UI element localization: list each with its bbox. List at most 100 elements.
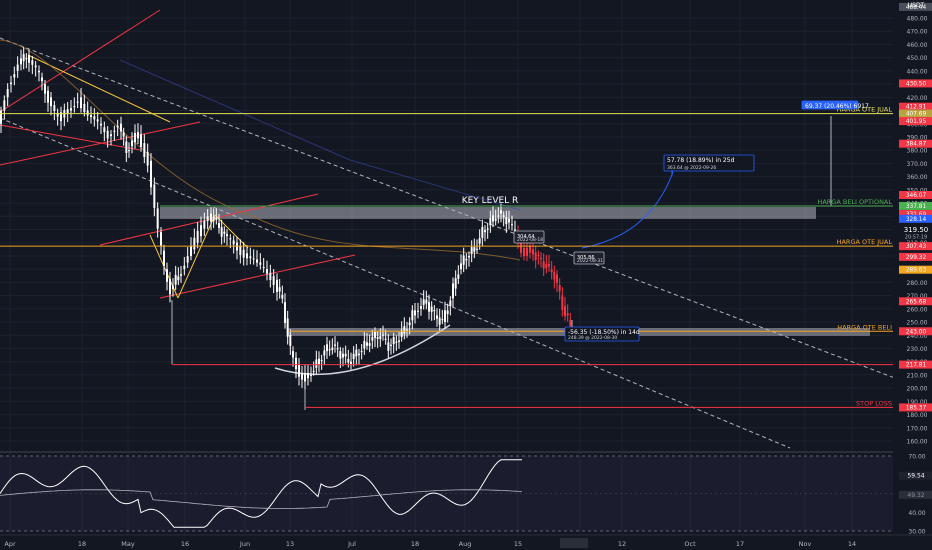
candle-body — [163, 250, 165, 266]
candle-body — [22, 54, 25, 62]
price-label-15: 243.00 — [906, 329, 927, 335]
candle-body — [532, 249, 534, 255]
candle-body — [53, 105, 56, 111]
time-tick-5: 13 — [286, 540, 294, 548]
candle-body — [328, 349, 331, 351]
candle-body — [25, 58, 28, 60]
rsi-tick-0: 70.00 — [908, 454, 925, 461]
time-axis-bg — [0, 535, 932, 550]
time-tick-1: 18 — [78, 540, 86, 548]
price-tick-7: 230.00 — [907, 346, 928, 353]
candle-body — [41, 77, 43, 82]
rsi-tick-4: 30.00 — [908, 529, 925, 536]
candle-body — [417, 310, 419, 312]
time-tick-9: 15 — [514, 540, 522, 548]
candle-body — [259, 262, 262, 265]
candle-body — [465, 258, 468, 261]
trendline-6 — [159, 254, 356, 299]
candle-body — [73, 106, 76, 108]
candle-body — [484, 230, 486, 233]
slow-ma — [0, 39, 521, 261]
time-tick-4: Jun — [239, 540, 250, 548]
candle-body — [411, 310, 414, 321]
candle-body — [278, 287, 281, 292]
candles[interactable] — [0, 46, 572, 390]
candle-body — [193, 237, 196, 250]
candle-body — [292, 351, 294, 358]
candle-body — [320, 359, 323, 361]
candle-body — [116, 125, 119, 128]
annotation-sub-2: 248.39 @ 2022-08-30 — [568, 335, 617, 341]
candle-body — [113, 130, 116, 132]
candle-body — [336, 348, 339, 350]
price-label-bg-5 — [899, 139, 932, 148]
candle-body — [406, 329, 408, 331]
rsi-pane — [0, 451, 932, 532]
annotation-sub-3: 2022-08-18 — [517, 237, 543, 243]
candle-body — [505, 217, 508, 225]
candle-body — [502, 215, 505, 218]
trendline-10 — [214, 214, 249, 249]
candle-body — [44, 84, 46, 94]
price-tick-12: 280.00 — [907, 280, 928, 287]
candle-body — [28, 55, 30, 63]
candle-body — [318, 358, 320, 365]
candle-body — [218, 222, 220, 228]
candle-body — [446, 310, 449, 315]
candle-body — [334, 344, 336, 346]
candle-body — [315, 359, 318, 368]
price-label-bg-14 — [899, 297, 932, 306]
candle-body — [323, 350, 326, 356]
candle-body — [301, 372, 303, 380]
level-label-5: STOP LOSS — [856, 399, 892, 407]
cursor-date-bg — [560, 538, 588, 548]
candle-body — [134, 133, 136, 143]
candle-body — [50, 97, 52, 107]
annotation-sub-4: 2022-08-31 — [577, 258, 603, 264]
candle-body — [180, 274, 182, 276]
candle-body — [414, 310, 416, 316]
candle-body — [548, 263, 550, 267]
price-label-bg-1 — [899, 79, 932, 88]
candle-body — [160, 232, 162, 246]
candle-body — [169, 279, 171, 295]
candle-body — [262, 266, 265, 268]
time-tick-12: Oct — [684, 540, 696, 548]
price-label-5: 384.87 — [906, 142, 927, 148]
candle-body — [497, 215, 500, 217]
price-tick-0: 160.00 — [907, 439, 928, 446]
candle-body — [526, 247, 528, 256]
candle-body — [34, 65, 37, 68]
price-tick-31: 470.00 — [907, 29, 928, 36]
price-tick-8: 240.00 — [907, 333, 928, 340]
candle-body — [10, 82, 12, 85]
candle-body — [203, 220, 206, 229]
candle-body — [196, 230, 199, 243]
candle-body — [252, 258, 255, 260]
candle-body — [106, 130, 109, 139]
candle-body — [56, 113, 59, 117]
price-label-3: 407.69 — [906, 112, 927, 118]
price-label-2: 412.91 — [906, 105, 927, 111]
annotation-box-4 — [573, 251, 605, 265]
candle-body — [371, 336, 374, 341]
candle-body — [125, 141, 128, 154]
candle-body — [379, 336, 382, 340]
candle-body — [476, 248, 478, 250]
candle-body — [494, 218, 497, 221]
price-label-bg-3 — [899, 109, 932, 118]
candle-body — [190, 246, 192, 256]
time-tick-15: 14 — [848, 540, 856, 548]
price-tick-20: 360.00 — [907, 174, 928, 181]
price-label-14: 265.68 — [906, 299, 927, 305]
time-tick-6: Jul — [347, 540, 356, 548]
candle-body — [266, 269, 268, 274]
trendline-1 — [0, 117, 791, 449]
time-tick-2: May — [121, 540, 135, 548]
price-tick-3: 190.00 — [907, 399, 928, 406]
candle-body — [468, 255, 470, 258]
candle-body — [545, 263, 548, 269]
